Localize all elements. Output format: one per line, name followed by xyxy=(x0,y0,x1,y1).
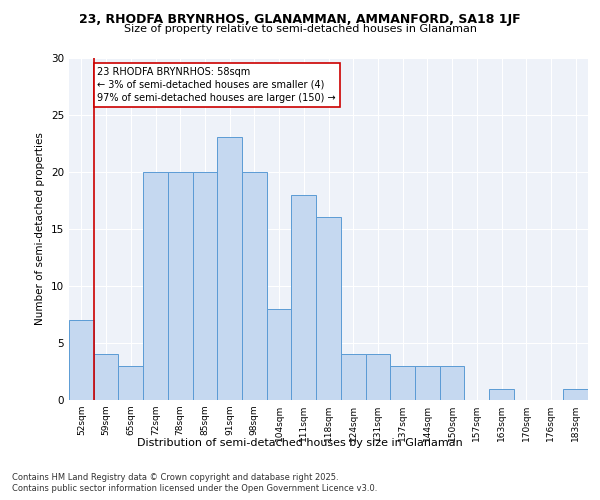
Text: Contains HM Land Registry data © Crown copyright and database right 2025.: Contains HM Land Registry data © Crown c… xyxy=(12,472,338,482)
Text: Distribution of semi-detached houses by size in Glanaman: Distribution of semi-detached houses by … xyxy=(137,438,463,448)
Bar xyxy=(365,354,390,400)
Bar xyxy=(267,308,292,400)
Bar xyxy=(489,388,514,400)
Bar xyxy=(143,172,168,400)
Bar xyxy=(118,366,143,400)
Bar xyxy=(217,138,242,400)
Text: Size of property relative to semi-detached houses in Glanaman: Size of property relative to semi-detach… xyxy=(124,24,476,34)
Y-axis label: Number of semi-detached properties: Number of semi-detached properties xyxy=(35,132,46,325)
Bar xyxy=(316,218,341,400)
Bar xyxy=(69,320,94,400)
Bar xyxy=(94,354,118,400)
Text: 23, RHODFA BRYNRHOS, GLANAMMAN, AMMANFORD, SA18 1JF: 23, RHODFA BRYNRHOS, GLANAMMAN, AMMANFOR… xyxy=(79,12,521,26)
Bar xyxy=(415,366,440,400)
Bar xyxy=(168,172,193,400)
Bar xyxy=(242,172,267,400)
Text: 23 RHODFA BRYNRHOS: 58sqm
← 3% of semi-detached houses are smaller (4)
97% of se: 23 RHODFA BRYNRHOS: 58sqm ← 3% of semi-d… xyxy=(97,66,336,103)
Bar xyxy=(193,172,217,400)
Text: Contains public sector information licensed under the Open Government Licence v3: Contains public sector information licen… xyxy=(12,484,377,493)
Bar xyxy=(563,388,588,400)
Bar xyxy=(390,366,415,400)
Bar xyxy=(341,354,365,400)
Bar xyxy=(292,194,316,400)
Bar xyxy=(440,366,464,400)
